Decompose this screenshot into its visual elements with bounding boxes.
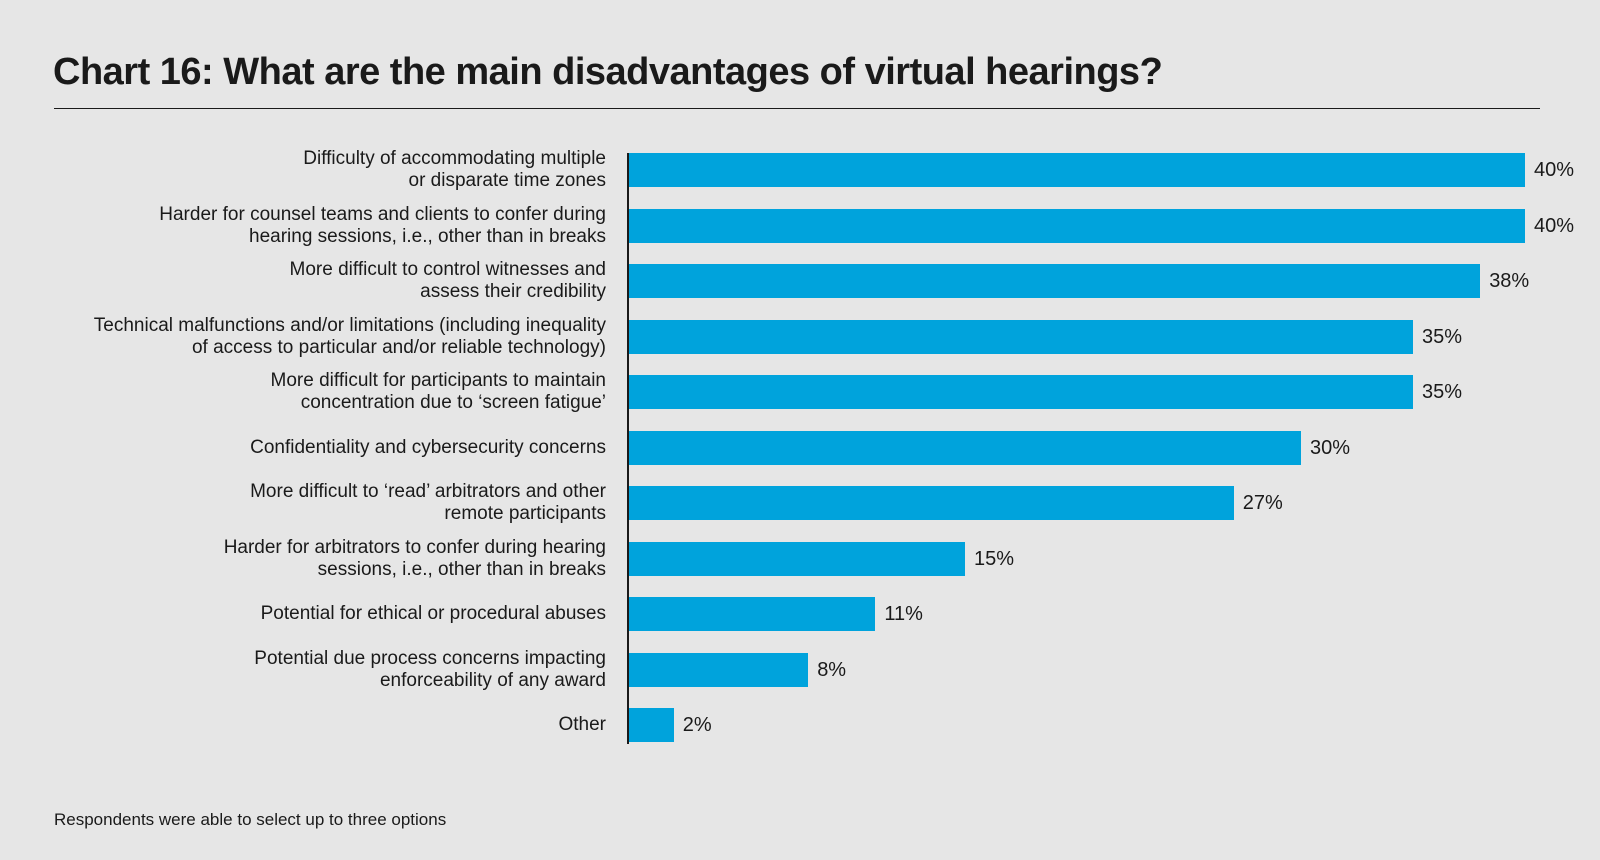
- category-label: More difficult to ‘read’ arbitrators and…: [250, 481, 606, 524]
- category-label: Potential for ethical or procedural abus…: [260, 603, 606, 624]
- bar: [629, 153, 1525, 187]
- bar: [629, 652, 809, 687]
- footnote: Respondents were able to select up to th…: [54, 810, 447, 829]
- category-label: More difficult to control witnesses and …: [289, 259, 606, 302]
- category-label: Harder for arbitrators to confer during …: [223, 536, 606, 580]
- value-label: 30%: [1310, 436, 1351, 459]
- value-label: 11%: [884, 603, 923, 625]
- category-label: Harder for counsel teams and clients to …: [159, 203, 606, 247]
- value-label: 8%: [817, 658, 847, 681]
- value-label: 38%: [1489, 270, 1530, 292]
- value-label: 40%: [1534, 214, 1575, 237]
- bar: [629, 264, 1481, 298]
- bar: [629, 375, 1413, 409]
- value-label: 35%: [1422, 325, 1463, 348]
- bar: [629, 319, 1413, 354]
- chart-title: Chart 16: What are the main disadvantage…: [53, 51, 1163, 93]
- value-label: 27%: [1242, 492, 1283, 514]
- bar: [629, 430, 1301, 465]
- category-label: Confidentiality and cybersecurity concer…: [250, 436, 606, 458]
- bar: [629, 708, 674, 742]
- value-label: 40%: [1534, 159, 1575, 181]
- bar: [629, 541, 965, 576]
- value-label: 35%: [1422, 381, 1463, 403]
- bar: [629, 597, 876, 631]
- category-label: Technical malfunctions and/or limitation…: [93, 314, 606, 358]
- value-label: 2%: [682, 714, 712, 736]
- category-label: More difficult for participants to maint…: [270, 370, 606, 413]
- value-label: 15%: [974, 547, 1015, 570]
- bar: [629, 486, 1234, 520]
- y-axis-line: [627, 153, 629, 744]
- category-label: Difficulty of accommodating multiple or …: [303, 148, 606, 191]
- category-label: Other: [558, 714, 606, 735]
- bar: [629, 208, 1525, 243]
- title-divider: [54, 108, 1540, 109]
- category-label: Potential due process concerns impacting…: [254, 647, 606, 691]
